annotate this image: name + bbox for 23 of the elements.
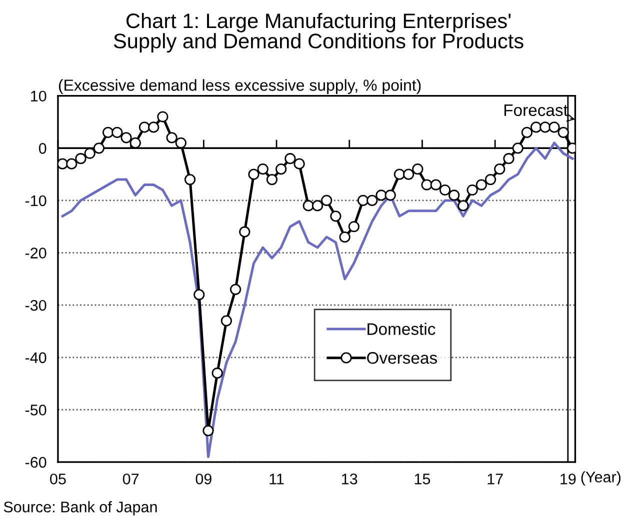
legend-label: Domestic: [368, 322, 436, 335]
source-note: Source: Bank of Japan: [4, 501, 157, 516]
y-tick-label: 0: [38, 143, 46, 154]
x-tick-label: 13: [342, 474, 358, 484]
x-tick-label: 07: [122, 474, 139, 484]
y-tick-label: -20: [25, 248, 46, 258]
y-tick-label: -60: [25, 456, 46, 468]
y-tick-label: -40: [25, 352, 46, 364]
x-tick-label: 17: [488, 474, 503, 484]
x-tick-label: 09: [196, 474, 212, 484]
y-tick-label: -10: [25, 195, 46, 206]
x-tick-label: 19: [560, 474, 576, 484]
x-tick-label: 05: [50, 474, 66, 484]
x-tick-label: 15: [414, 474, 430, 484]
y-tick-label: 10: [31, 90, 46, 102]
y-tick-label: -30: [25, 300, 46, 311]
y-axis-title: (Excessive demand less excessive supply, % point): [58, 79, 421, 94]
x-tick-label: 11: [270, 474, 284, 484]
ref-line-label: Forecast: [504, 104, 568, 116]
y-tick-label: -50: [25, 404, 46, 416]
legend-label: Overseas: [367, 352, 437, 364]
chart-title: Chart 1: Large Manufacturing Enterprises' Supply and Demand Conditions for Products: [114, 12, 524, 53]
x-axis-title: (Year): [581, 471, 620, 486]
